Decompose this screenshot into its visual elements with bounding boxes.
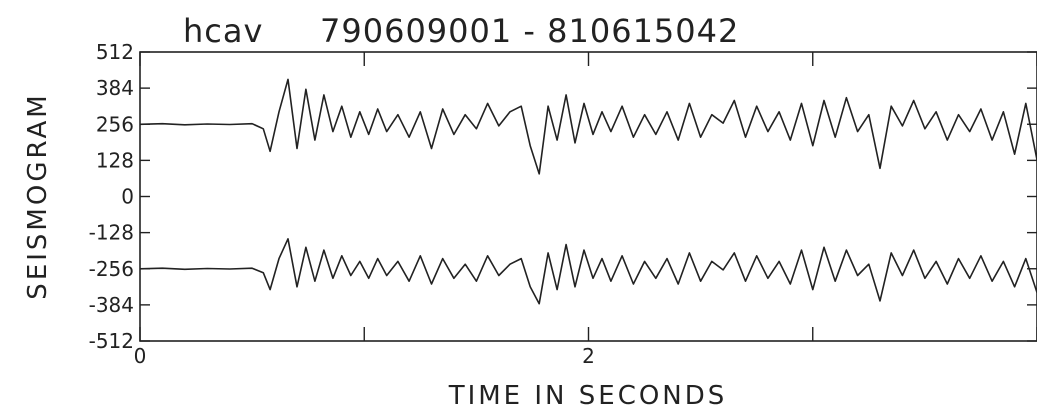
y-tick-label: -128 — [89, 221, 134, 245]
y-tick-label: 256 — [96, 112, 134, 136]
y-tick-label: 512 — [96, 40, 134, 64]
y-tick-label: -256 — [89, 257, 134, 281]
y-tick-label: 0 — [121, 185, 134, 209]
y-axis: 512 384 256 128 0 -128 -256 -384 -512 — [89, 40, 1037, 353]
y-tick-label: -384 — [89, 293, 134, 317]
x-tick-label: 0 — [134, 344, 147, 368]
y-tick-label: 128 — [96, 148, 134, 172]
chart-title-event-range: 790609001 - 810615042 — [320, 12, 739, 50]
y-tick-label: 384 — [96, 76, 134, 100]
x-axis-title: TIME IN SECONDS — [448, 381, 728, 411]
plot-frame — [139, 51, 1037, 342]
x-tick-label: 2 — [582, 344, 595, 368]
lower-trace-line — [139, 238, 1037, 305]
y-tick-label: -512 — [89, 329, 134, 353]
chart-title-station: hcav — [183, 12, 263, 50]
trace-group — [139, 78, 1037, 305]
y-axis-title: SEISMOGRAM — [23, 92, 53, 299]
upper-trace-line — [139, 78, 1037, 175]
